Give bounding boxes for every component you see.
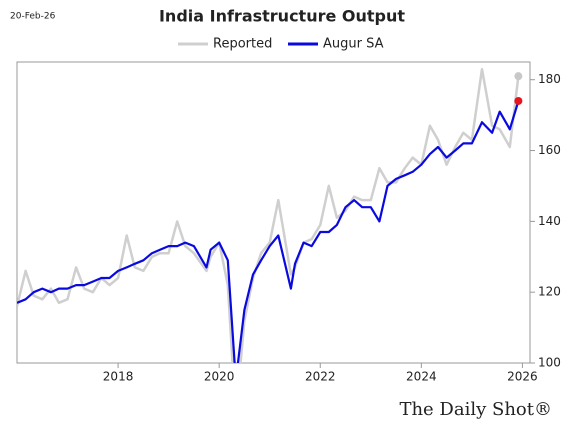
y-tick-label: 180	[538, 72, 561, 86]
series-line	[17, 100, 520, 363]
x-tick-label: 2022	[305, 370, 336, 384]
plot-area	[17, 67, 523, 363]
last-point	[514, 96, 523, 105]
x-tick-label: 2018	[103, 370, 134, 384]
plot-frame	[16, 61, 531, 364]
y-tick-label: 140	[538, 214, 561, 228]
source: The Daily Shot®	[399, 399, 552, 420]
x-tick-label: 2024	[406, 370, 437, 384]
y-tick-label: 120	[538, 285, 561, 299]
legend-label: Augur SA	[323, 37, 384, 52]
x-tick-label: 2020	[204, 370, 235, 384]
x-tick-label: 2026	[507, 370, 538, 384]
series-line	[17, 67, 520, 363]
last-point	[514, 72, 523, 81]
legend-label: Reported	[213, 37, 272, 52]
y-tick-label: 100	[538, 356, 561, 370]
chart-title: India Infrastructure Output	[159, 7, 405, 26]
date-label: 20-Feb-26	[10, 12, 56, 22]
y-tick-label: 160	[538, 143, 561, 157]
